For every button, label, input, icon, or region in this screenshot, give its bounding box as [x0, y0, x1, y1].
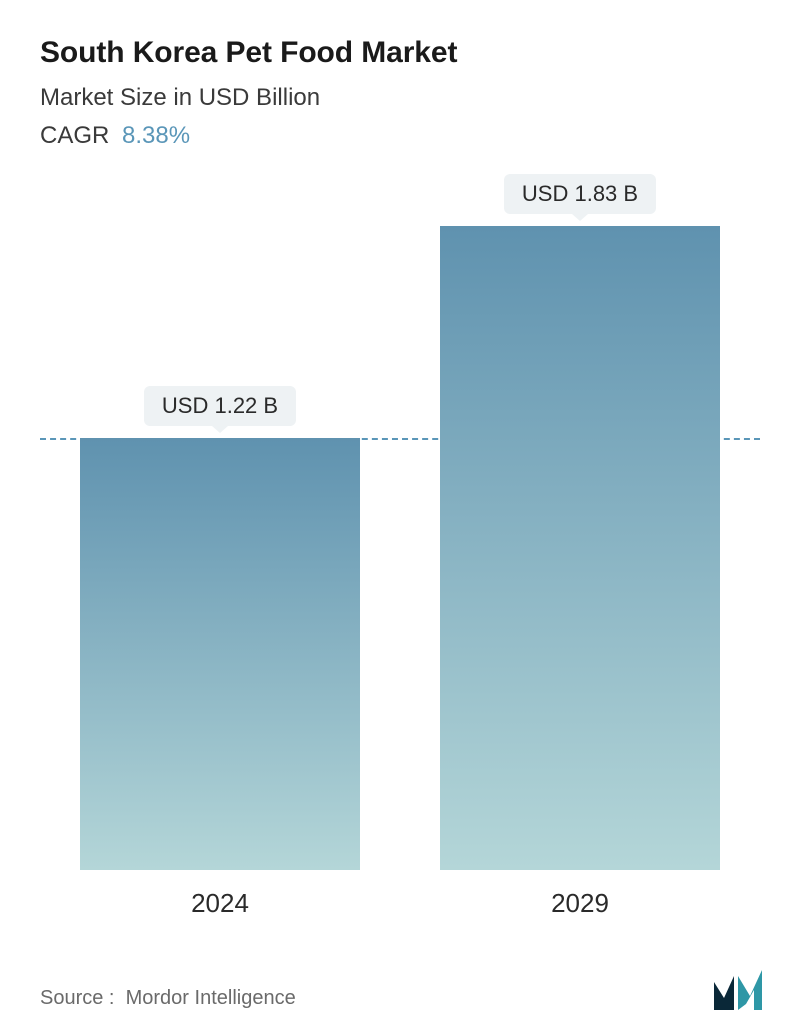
bar [440, 226, 720, 870]
bar-group: USD 1.22 B [70, 386, 370, 870]
cagr-value: 8.38% [122, 122, 190, 149]
footer: Source : Mordor Intelligence [40, 970, 766, 1010]
chart-container: South Korea Pet Food Market Market Size … [0, 0, 796, 1034]
logo-shape-m-right [738, 970, 762, 1010]
source-prefix: Source : [40, 987, 114, 1009]
source-attribution: Source : Mordor Intelligence [40, 987, 296, 1010]
chart-subtitle: Market Size in USD Billion [40, 84, 766, 112]
x-axis-label: 2029 [430, 888, 730, 919]
logo-shape-m-left [714, 976, 734, 1010]
bar-value-label: USD 1.83 B [504, 174, 656, 214]
source-name: Mordor Intelligence [126, 987, 296, 1009]
bar-group: USD 1.83 B [430, 174, 730, 870]
bars-row: USD 1.22 BUSD 1.83 B [40, 180, 760, 870]
mordor-logo [714, 970, 766, 1010]
chart-title: South Korea Pet Food Market [40, 36, 766, 70]
bar [80, 438, 360, 870]
bar-value-label: USD 1.22 B [144, 386, 296, 426]
x-axis-labels: 2024 2029 [40, 888, 760, 919]
chart-area: USD 1.22 BUSD 1.83 B [40, 180, 760, 870]
cagr-label: CAGR [40, 122, 109, 149]
x-axis-label: 2024 [70, 888, 370, 919]
cagr-row: CAGR 8.38% [40, 122, 766, 150]
